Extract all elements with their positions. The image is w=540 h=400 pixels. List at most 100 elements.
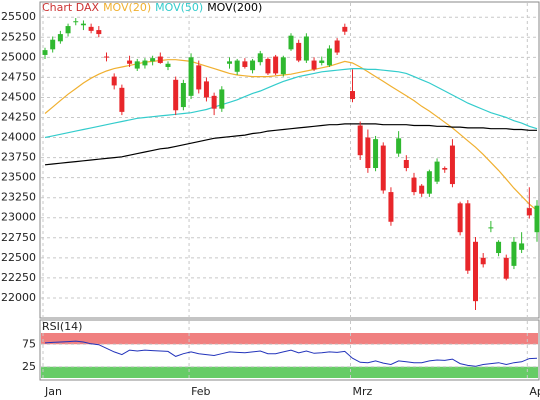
candle-body (503, 257, 509, 279)
candle-body (326, 48, 332, 66)
moving-average-line (44, 123, 537, 166)
y-tick-label: 25250 (1, 30, 36, 43)
candle-body (288, 35, 294, 50)
rsi-title: RSI(14) (42, 320, 82, 333)
y-tick-label: 23500 (1, 171, 36, 184)
candle-body (203, 81, 209, 98)
candle-body (127, 60, 133, 64)
candle-body (142, 60, 148, 66)
candle-body (457, 203, 463, 233)
candle-body (303, 36, 309, 61)
legend-entry: MOV(50) (155, 1, 203, 14)
y-tick-label: 24500 (1, 90, 36, 103)
candle-body (526, 208, 532, 216)
candle-body (480, 257, 486, 265)
candle-body (396, 138, 402, 154)
candle-body (88, 26, 94, 31)
y-tick-label: 23250 (1, 191, 36, 204)
candle-body (519, 243, 525, 250)
candle-body (419, 185, 425, 194)
y-tick-label: 23750 (1, 151, 36, 164)
rsi-oversold-band (41, 366, 538, 378)
y-tick-label: 24000 (1, 131, 36, 144)
rsi-overbought-band (41, 333, 538, 345)
candle-body (196, 65, 202, 90)
candle-body (403, 160, 409, 169)
candle-body (111, 76, 117, 86)
candle-body (426, 171, 432, 194)
x-tick-label: Jan (44, 385, 62, 398)
rsi-tick-label: 25 (22, 360, 36, 373)
main-panel (39, 1, 540, 319)
candle-body (234, 60, 240, 72)
candle-body (373, 139, 379, 169)
x-tick-label: Mrz (353, 385, 373, 398)
y-tick-label: 24250 (1, 110, 36, 123)
candle-body (473, 241, 478, 302)
candle-body (350, 91, 355, 100)
candle-body (165, 63, 171, 67)
candle-body (173, 79, 179, 111)
y-tick-label: 22000 (1, 291, 36, 304)
candle-body (257, 53, 263, 63)
candle-body (227, 61, 232, 64)
candle-body (188, 57, 194, 96)
y-tick-label: 22750 (1, 231, 36, 244)
candle-body (157, 56, 163, 63)
chart-title: Chart DAX (42, 1, 100, 14)
candle-body (388, 192, 394, 222)
candle-body (319, 60, 325, 63)
candle-body (311, 60, 317, 70)
candle-body (73, 21, 79, 23)
candle-body (342, 26, 348, 32)
candle-body (265, 58, 271, 74)
candle-body (211, 95, 217, 109)
moving-average-line (44, 68, 538, 139)
candle-body (65, 26, 71, 34)
y-tick-label: 23000 (1, 211, 36, 224)
moving-average-line (44, 59, 538, 211)
candle-body (496, 241, 502, 254)
candle-body (119, 87, 125, 112)
candle-body (280, 57, 286, 75)
candle-body (380, 145, 386, 191)
rsi-line (44, 340, 538, 367)
rsi-tick-label: 75 (22, 337, 36, 350)
candle-body (511, 241, 517, 266)
candle-body (80, 23, 86, 26)
candle-body (449, 145, 455, 185)
candle-body (442, 168, 448, 170)
y-tick-label: 25000 (1, 50, 36, 63)
candle-body (250, 60, 256, 71)
legend-entry: MOV(20) (103, 1, 151, 14)
y-tick-label: 25500 (1, 10, 36, 23)
candle-body (104, 56, 109, 58)
candle-body (465, 203, 471, 271)
candle-body (273, 56, 279, 74)
candle-body (296, 42, 302, 61)
candle-body (219, 89, 225, 109)
candle-body (357, 125, 363, 156)
candle-body (334, 40, 340, 53)
candle-body (534, 205, 540, 233)
candle-body (434, 161, 440, 182)
candle-body (134, 61, 140, 69)
y-tick-label: 22500 (1, 251, 36, 264)
plot-layer (41, 3, 540, 379)
legend-entry: MOV(200) (207, 1, 262, 14)
y-tick-label: 22250 (1, 271, 36, 284)
candle-body (180, 83, 186, 108)
x-tick-label: Ap (529, 385, 540, 398)
x-tick-label: Feb (191, 385, 210, 398)
candle-body (57, 34, 63, 42)
candle-body (365, 137, 371, 169)
candle-body (50, 39, 56, 50)
candle-body (150, 58, 156, 62)
candle-body (411, 177, 417, 193)
candle-body (488, 227, 494, 229)
y-tick-label: 24750 (1, 70, 36, 83)
candle-body (96, 30, 102, 35)
candle-body (242, 61, 248, 67)
